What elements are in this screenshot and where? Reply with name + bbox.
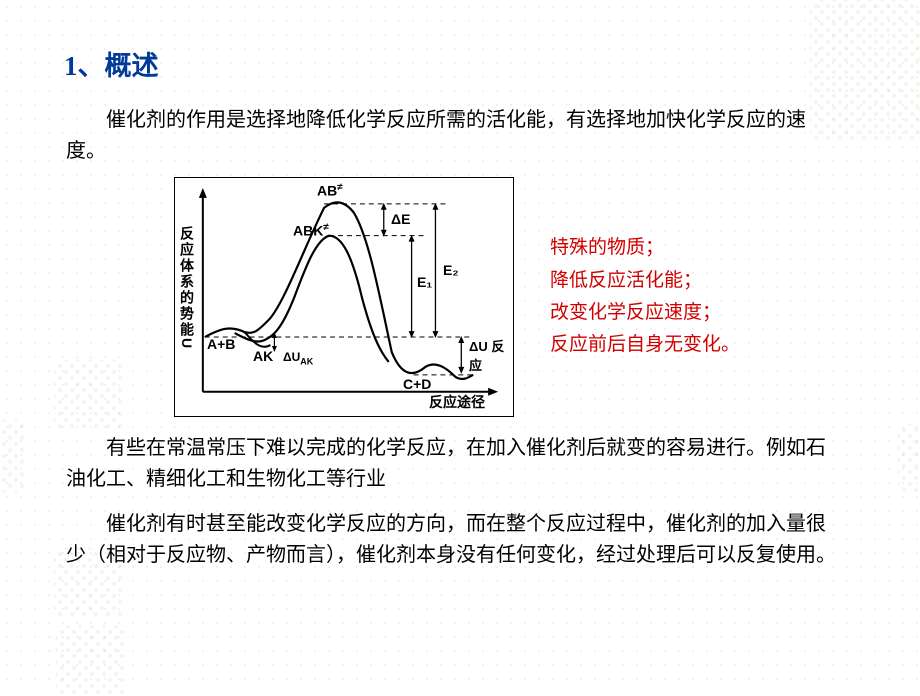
slide-content: 1、概述 催化剂的作用是选择地降低化学反应所需的活化能，有选择地加快化学反应的速…	[0, 0, 920, 601]
figure-row: 反应体系的势能U 反应途径 A+B AK ΔUAK AB≠ ABK≠ ΔE E₁…	[174, 177, 856, 417]
label-products: C+D	[403, 376, 431, 392]
note-line: 降低反应活化能；	[550, 265, 740, 297]
label-ts-uncat: AB≠	[317, 182, 343, 199]
paragraph-1: 催化剂的作用是选择地降低化学反应所需的活化能，有选择地加快化学反应的速度。	[66, 105, 838, 167]
label-ak: AK	[253, 348, 273, 364]
label-ts-cat: ABK≠	[293, 222, 329, 239]
side-notes: 特殊的物质； 降低反应活化能； 改变化学反应速度； 反应前后自身无变化。	[550, 232, 740, 361]
x-axis-label: 反应途径	[429, 392, 485, 412]
label-delta-u-rxn: ΔU 反应	[469, 336, 513, 374]
paragraph-2: 有些在常温常压下难以完成的化学反应，在加入催化剂后就变的容易进行。例如石油化工、…	[66, 433, 838, 495]
label-e2: E₂	[443, 262, 459, 278]
y-axis-label: 反应体系的势能U	[177, 226, 197, 350]
decorative-stamp	[56, 626, 126, 696]
paragraph-3: 催化剂有时甚至能改变化学反应的方向，而在整个反应过程中，催化剂的加入量很少（相对…	[66, 509, 838, 571]
energy-diagram-svg	[175, 178, 513, 417]
note-line: 反应前后自身无变化。	[550, 329, 740, 361]
label-e1: E₁	[417, 274, 432, 290]
label-reactants: A+B	[207, 336, 235, 352]
note-line: 特殊的物质；	[550, 232, 740, 264]
energy-diagram-figure: 反应体系的势能U 反应途径 A+B AK ΔUAK AB≠ ABK≠ ΔE E₁…	[174, 177, 514, 417]
label-delta-uak: ΔUAK	[283, 350, 313, 366]
note-line: 改变化学反应速度；	[550, 297, 740, 329]
label-deltaE: ΔE	[391, 211, 410, 227]
section-heading: 1、概述	[64, 44, 856, 83]
